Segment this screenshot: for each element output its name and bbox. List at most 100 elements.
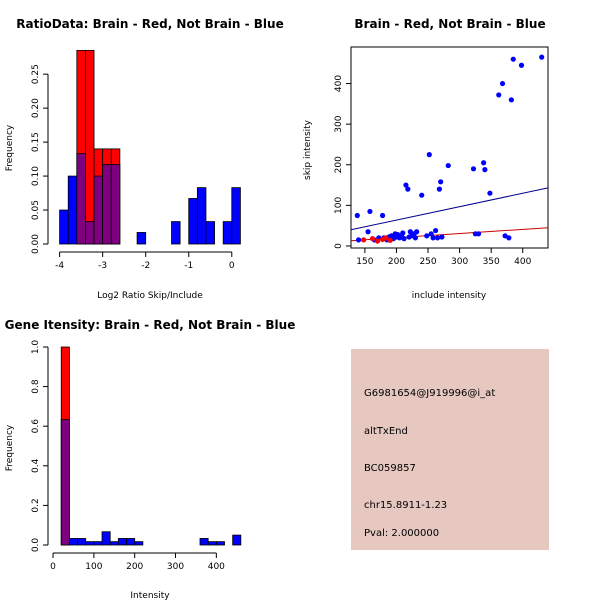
scatter-axes: 150 200 250 300 350 400 0 100 200 300 400: [334, 75, 532, 267]
not-brain-point: [355, 237, 362, 243]
ratio-histogram-xlabel: Log2 Ratio Skip/Include: [97, 291, 203, 301]
intensity-y-tick-label: 0.4: [31, 458, 41, 473]
scatter-y-tick-label: 100: [334, 197, 344, 214]
intensity-blue-bar: [85, 541, 95, 546]
intensity-overlap-bar: [60, 419, 70, 546]
ratio-histogram-axes: -4 -3 -2 -1 0 0.00 0.05 0.10 0.15 0.20 0.25: [31, 64, 235, 271]
ratio-x-tick-label: -1: [184, 261, 193, 271]
intensity-histogram-bars: [60, 346, 242, 546]
intensity-histogram-xlabel: Intensity: [130, 591, 170, 600]
ratio-blue-bar: [188, 198, 198, 245]
ratio-x-tick-label: -3: [98, 261, 107, 271]
ratio-blue-bar: [59, 209, 69, 245]
not-brain-point: [414, 229, 420, 235]
not-brain-point: [365, 229, 371, 235]
ratio-red-bar: [85, 49, 95, 245]
intensity-y-tick-label: 0.8: [31, 379, 41, 394]
intensity-histogram-axes: 0 100 200 300 400 0.0 0.2 0.4 0.6 0.8 1.0: [31, 340, 225, 572]
scatter-ylabel: skip intensity: [303, 119, 313, 180]
brain-point: [369, 236, 376, 242]
ratio-y-tick-label: 0.00: [31, 234, 41, 254]
ratio-overlap-bar: [110, 164, 121, 245]
ratio-histogram-bars: [59, 49, 241, 245]
intensity-x-tick-label: 400: [208, 562, 225, 572]
scatter-y-tick-label: 200: [334, 156, 344, 173]
scatter-points: [354, 54, 545, 244]
accession-label: BC059857: [364, 463, 416, 474]
not-brain-point: [518, 62, 525, 68]
scatter-frame: [350, 46, 549, 249]
not-brain-point: [428, 231, 434, 237]
ratio-blue-bar: [67, 175, 78, 245]
intensity-y-tick-label: 1.0: [31, 340, 41, 355]
ratio-blue-bar: [222, 221, 233, 245]
scatter-x-tick-label: 200: [388, 257, 405, 267]
intensity-blue-bar: [126, 538, 136, 546]
not-brain-point: [445, 162, 451, 169]
info-panel-background: [351, 349, 549, 550]
intensity-blue-bar: [207, 541, 217, 546]
scatter-x-tick-label: 400: [514, 257, 531, 267]
intensity-blue-bar: [134, 541, 144, 546]
brain-point: [383, 235, 389, 241]
brain-point: [387, 237, 393, 243]
not-brain-point: [539, 54, 545, 60]
scatter-y-tick-label: 400: [334, 75, 344, 92]
intensity-blue-bar: [109, 541, 119, 546]
ratio-overlap-bar: [102, 164, 112, 245]
intensity-blue-bar: [215, 541, 225, 546]
not-brain-point: [433, 227, 439, 234]
intensity-y-tick-label: 0.0: [31, 538, 41, 553]
not-brain-point: [436, 186, 442, 192]
ratio-y-tick-label: 0.10: [31, 166, 41, 186]
not-brain-point: [496, 92, 502, 98]
not-brain-point: [426, 152, 432, 158]
intensity-blue-bar: [117, 538, 127, 546]
not-brain-point: [480, 160, 487, 166]
scatter-x-tick-label: 350: [483, 257, 500, 267]
intensity-histogram-ylabel: Frequency: [5, 424, 15, 471]
not-brain-point: [439, 234, 445, 240]
intensity-scatter: Brain - Red, Not Brain - Blue 150 200 250 3…: [303, 17, 549, 301]
ratio-blue-bar: [136, 232, 147, 245]
intensity-x-tick-label: 300: [167, 562, 184, 572]
location-label: chr15.8911-1.23: [364, 500, 447, 511]
ratio-y-tick-label: 0.05: [31, 200, 41, 220]
not-brain-point: [438, 179, 444, 185]
not-brain-point: [470, 166, 477, 172]
not-brain-point: [506, 235, 512, 241]
not-brain-point: [430, 235, 436, 241]
not-brain-regression-line: [350, 187, 549, 231]
intensity-blue-bar: [77, 538, 87, 546]
scatter-y-tick-label: 300: [334, 115, 344, 132]
intensity-y-tick-label: 0.2: [31, 498, 41, 512]
not-brain-point: [405, 186, 411, 192]
scatter-xlabel: include intensity: [412, 291, 487, 301]
ratio-overlap-bar: [85, 221, 95, 245]
not-brain-point: [508, 97, 514, 103]
not-brain-point: [434, 235, 441, 241]
intensity-blue-bar: [199, 538, 209, 546]
ratio-blue-bar: [205, 221, 215, 245]
not-brain-point: [475, 231, 482, 237]
scatter-x-tick-label: 250: [419, 257, 436, 267]
intensity-blue-bar: [68, 538, 78, 546]
ratio-blue-bar: [231, 187, 241, 245]
not-brain-point: [424, 233, 430, 239]
not-brain-point: [354, 212, 360, 219]
ratio-blue-bar: [196, 187, 207, 245]
pval-label: Pval: 2.000000: [364, 528, 439, 539]
ratio-histogram-title: RatioData: Brain - Red, Not Brain - Blue: [16, 17, 283, 31]
not-brain-point: [401, 236, 407, 242]
not-brain-point: [487, 190, 493, 196]
ratio-histogram: RatioData: Brain - Red, Not Brain - Blue…: [5, 17, 284, 301]
not-brain-point: [510, 56, 516, 62]
intensity-blue-bar: [232, 534, 242, 546]
intensity-y-tick-label: 0.6: [31, 419, 41, 434]
ratio-x-tick-label: -2: [141, 261, 150, 271]
ratio-x-tick-label: -4: [55, 261, 64, 271]
ratio-x-tick-label: 0: [229, 261, 235, 271]
intensity-x-tick-label: 0: [50, 562, 56, 572]
not-brain-point: [419, 192, 425, 198]
ratio-blue-bar: [171, 221, 181, 245]
